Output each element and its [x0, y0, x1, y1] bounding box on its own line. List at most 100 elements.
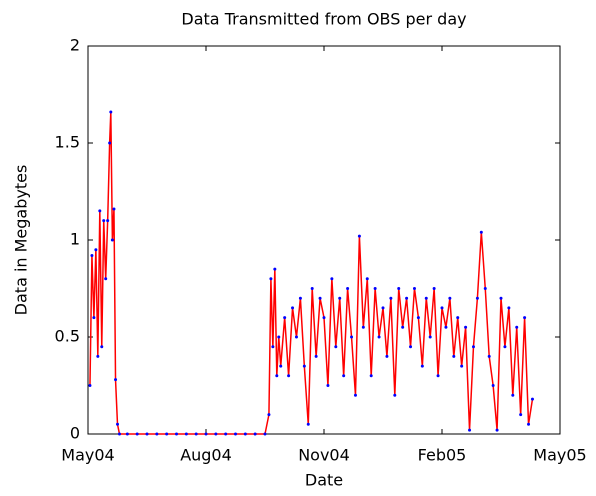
data-point	[291, 306, 295, 310]
data-point	[385, 354, 389, 358]
data-point	[409, 345, 413, 349]
x-tick-label: Nov04	[298, 446, 350, 465]
data-point	[109, 110, 113, 114]
data-point	[515, 325, 519, 329]
data-point	[310, 287, 314, 290]
data-point	[389, 296, 393, 300]
data-point	[90, 254, 94, 258]
y-tick-label: 0	[70, 424, 80, 443]
data-point	[468, 428, 472, 432]
data-point	[479, 230, 483, 234]
data-point	[357, 234, 361, 238]
data-point	[523, 316, 527, 320]
data-point	[448, 296, 452, 300]
data-point	[96, 354, 100, 358]
data-point	[273, 267, 277, 271]
data-point	[243, 432, 247, 436]
data-point	[267, 413, 271, 417]
data-point	[530, 397, 534, 401]
data-point	[117, 432, 121, 436]
data-point	[194, 432, 198, 436]
data-point	[424, 296, 428, 300]
data-point	[377, 335, 381, 339]
data-point	[108, 141, 112, 145]
data-point	[527, 422, 531, 426]
data-point	[102, 219, 106, 223]
data-point	[110, 238, 114, 242]
data-point	[277, 335, 281, 339]
data-point	[428, 335, 432, 339]
data-point	[330, 277, 334, 281]
data-point	[507, 306, 511, 310]
plot-frame	[87, 45, 561, 435]
data-point	[440, 306, 444, 310]
data-point	[499, 296, 503, 300]
x-tick-label: Aug04	[180, 446, 232, 465]
data-point	[88, 384, 92, 387]
data-point	[393, 393, 397, 397]
data-point	[314, 354, 318, 358]
data-point	[365, 277, 369, 281]
data-point	[253, 432, 257, 436]
data-point	[298, 296, 302, 300]
chart-title: Data Transmitted from OBS per day	[181, 10, 466, 29]
data-point	[184, 432, 188, 436]
data-point	[283, 316, 287, 320]
data-point	[224, 432, 228, 436]
data-point	[271, 345, 275, 349]
data-point	[135, 432, 139, 436]
data-point	[94, 248, 98, 252]
data-point	[361, 325, 365, 329]
data-point	[471, 345, 475, 349]
data-point	[452, 354, 456, 358]
data-point	[464, 325, 468, 329]
data-point	[397, 287, 401, 290]
data-point	[106, 219, 110, 223]
data-point	[322, 316, 326, 320]
data-point	[460, 364, 464, 368]
data-point	[98, 209, 102, 213]
data-point	[125, 432, 129, 436]
data-point	[294, 335, 298, 339]
data-point	[165, 432, 169, 436]
data-point	[519, 413, 523, 417]
data-point	[487, 354, 491, 358]
data-point	[416, 316, 420, 320]
data-point	[503, 345, 507, 349]
y-tick-label: 0.5	[55, 327, 80, 346]
data-point	[104, 277, 108, 281]
data-point	[381, 306, 385, 310]
data-point	[318, 296, 322, 300]
data-point	[401, 325, 405, 329]
data-point	[373, 287, 377, 290]
data-point	[100, 345, 104, 349]
data-point	[483, 287, 487, 290]
data-point	[214, 432, 218, 436]
y-axis-label: Data in Megabytes	[12, 165, 31, 316]
data-point	[306, 422, 310, 426]
data-point	[436, 374, 440, 378]
data-point	[269, 277, 273, 281]
data-point	[495, 428, 499, 432]
data-point	[456, 316, 460, 320]
y-tick-label: 2	[70, 36, 80, 55]
data-point	[116, 422, 119, 426]
data-point	[112, 207, 116, 211]
data-point	[263, 432, 267, 436]
data-point	[405, 296, 409, 300]
data-point	[338, 296, 342, 300]
x-axis-label: Date	[305, 471, 343, 490]
data-point	[475, 296, 479, 300]
data-point	[326, 384, 330, 387]
data-point	[155, 432, 159, 436]
data-point	[234, 432, 237, 436]
data-point	[369, 374, 373, 378]
data-point	[279, 364, 283, 368]
data-point	[92, 316, 96, 320]
data-point	[204, 432, 208, 436]
data-point	[353, 393, 357, 397]
x-tick-label: Feb05	[418, 446, 467, 465]
data-point	[350, 335, 354, 339]
y-tick-label: 1	[70, 230, 80, 249]
data-point	[444, 325, 448, 329]
